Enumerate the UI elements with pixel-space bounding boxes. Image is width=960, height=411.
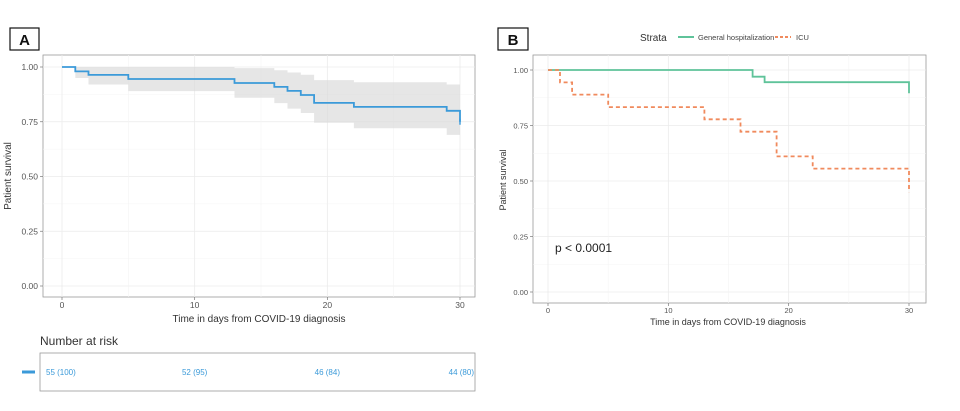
- y-tick-label: 0.00: [21, 281, 38, 291]
- panel-b-y-ticks: 0.00 0.25 0.50 0.75 1.00: [513, 66, 533, 297]
- x-tick-label: 10: [664, 306, 672, 315]
- panel-b-x-ticks: 0 10 20 30: [546, 303, 913, 315]
- panel-a-label: A: [19, 32, 30, 49]
- panel-a: A 0.00 0.25 0.50 0.75 1.00 0 10 20 30 Patient s…: [3, 27, 476, 392]
- panel-a-label-box: [9, 27, 40, 51]
- risk-value: 52 (95): [182, 368, 208, 377]
- panel-a-survival-curves: [62, 66, 461, 125]
- panel-b: B Strata General hospitalization ICU 0.0…: [497, 27, 927, 327]
- panel-a-y-ticks: 0.00 0.25 0.50 0.75 1.00: [21, 62, 43, 291]
- y-tick-label: 0.75: [21, 117, 38, 127]
- x-tick-label: 30: [905, 306, 913, 315]
- y-tick-label: 0.25: [21, 226, 38, 236]
- panel-b-label: B: [508, 32, 519, 49]
- p-value-annotation: p < 0.0001: [555, 241, 612, 255]
- x-tick-label: 20: [784, 306, 792, 315]
- x-tick-label: 30: [455, 300, 465, 310]
- y-tick-label: 0.50: [21, 172, 38, 182]
- panel-a-x-axis-title: Time in days from COVID-19 diagnosis: [172, 314, 345, 325]
- y-tick-label: 0.00: [513, 288, 528, 297]
- x-tick-label: 0: [546, 306, 550, 315]
- x-tick-label: 10: [190, 300, 200, 310]
- survival-curve-general-hospitalization: [548, 69, 910, 94]
- x-tick-label: 0: [60, 300, 65, 310]
- risk-table-title: Number at risk: [40, 334, 119, 348]
- panel-a-y-axis-title: Patient survival: [3, 142, 14, 210]
- panel-a-confidence-band: [62, 67, 460, 135]
- panel-b-legend: Strata General hospitalization ICU: [640, 33, 809, 44]
- risk-table-box: [39, 352, 476, 392]
- panel-a-gridlines: [43, 55, 475, 297]
- panel-b-survival-curves: [548, 69, 910, 193]
- panel-b-x-axis-title: Time in days from COVID-19 diagnosis: [650, 317, 806, 327]
- risk-value: 46 (84): [315, 368, 341, 377]
- survival-curve-all-patients: [62, 66, 461, 122]
- panel-b-y-axis-title: Patient survival: [498, 149, 508, 210]
- legend-title: Strata: [640, 33, 667, 44]
- confidence-band: [62, 67, 460, 135]
- risk-value: 44 (80): [449, 368, 475, 377]
- risk-table-values: 55 (100) 52 (95) 46 (84) 44 (80): [46, 368, 474, 377]
- risk-value: 55 (100): [46, 368, 76, 377]
- y-tick-label: 0.75: [513, 122, 528, 131]
- legend-label-icu: ICU: [796, 33, 809, 42]
- y-tick-label: 1.00: [21, 62, 38, 72]
- legend-label-general: General hospitalization: [698, 33, 774, 42]
- panel-b-label-box: [497, 27, 529, 51]
- y-tick-label: 0.25: [513, 233, 528, 242]
- x-tick-label: 20: [323, 300, 333, 310]
- y-tick-label: 1.00: [513, 66, 528, 75]
- y-tick-label: 0.50: [513, 177, 528, 186]
- panel-a-x-ticks: 0 10 20 30: [60, 297, 465, 310]
- survival-curve-icu: [548, 69, 910, 193]
- panel-b-plot-area: [532, 54, 927, 304]
